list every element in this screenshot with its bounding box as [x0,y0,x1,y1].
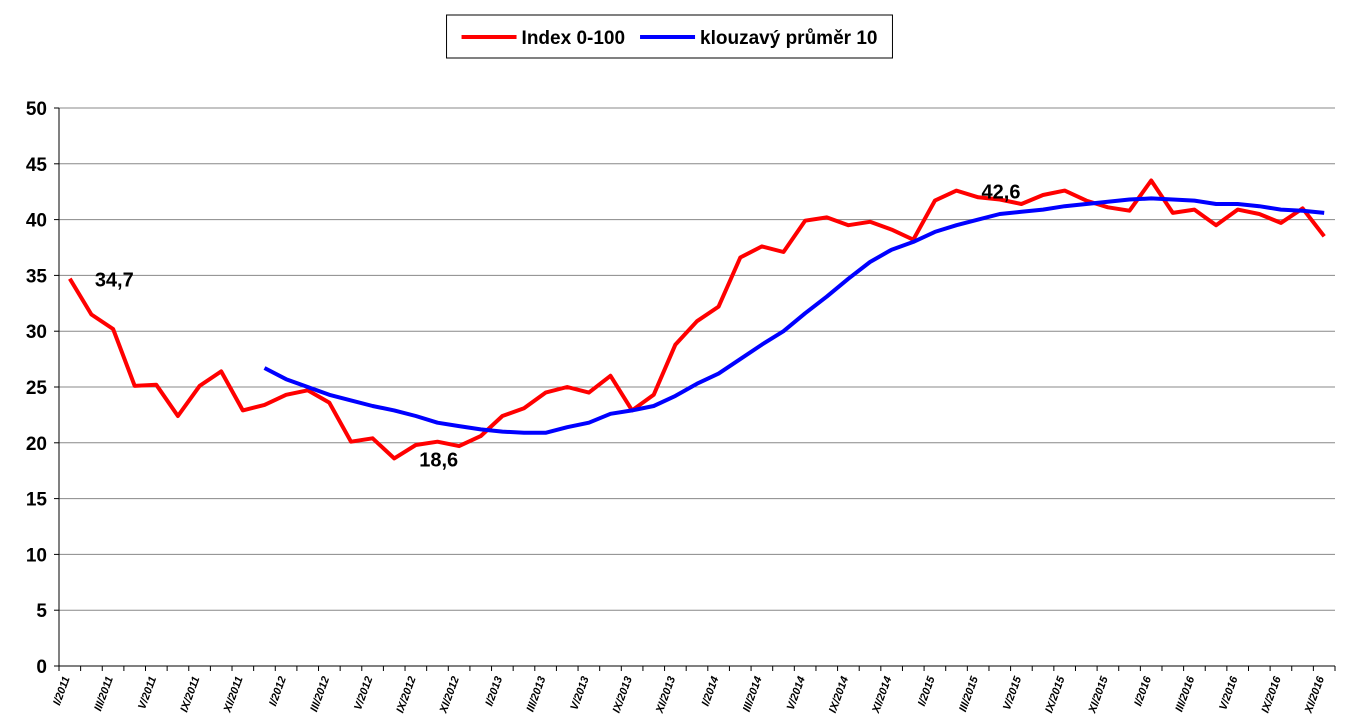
legend-label: Index 0-100 [522,28,626,49]
y-tick-label: 40 [26,211,47,232]
data-label: 42,6 [982,182,1021,204]
data-label: 34,7 [95,270,134,292]
x-tick-label: XI/2012 [437,675,462,716]
y-tick-label: 25 [26,378,48,399]
x-tick-label: XI/2015 [1086,674,1111,716]
x-tick-label: IX/2015 [1043,674,1068,715]
x-tick-label: I/2015 [916,674,938,708]
x-tick-label: V/2015 [1001,674,1025,712]
y-tick-label: 10 [26,545,47,566]
x-tick-label: V/2013 [568,675,591,712]
x-tick-label: III/2015 [957,674,981,713]
legend: Index 0-100 klouzavý průměr 10 [446,14,893,59]
y-tick-label: 30 [26,322,47,343]
data-label: 18,6 [419,449,458,471]
y-tick-label: 35 [26,266,48,287]
x-tick-label: IX/2014 [827,675,851,715]
x-tick-label: I/2016 [1132,674,1154,708]
y-tick-label: 15 [26,490,48,511]
series-line [68,178,1326,461]
x-tick-label: V/2014 [785,675,808,712]
x-tick-label: V/2011 [136,675,159,711]
x-tick-label: III/2016 [1173,674,1197,713]
x-tick-label: I/2014 [700,675,722,708]
x-tick-label: IX/2011 [178,675,202,714]
y-tick-label: 45 [26,155,48,176]
x-tick-label: XI/2011 [221,675,245,715]
x-tick-label: V/2012 [352,675,375,712]
x-tick-label: IX/2016 [1260,674,1285,715]
x-tick-label: III/2012 [308,675,332,714]
x-tick-label: III/2011 [92,675,116,713]
x-tick-label: XI/2016 [1302,674,1327,716]
y-tick-label: 0 [36,657,47,678]
x-tick-label: III/2013 [525,675,549,714]
x-tick-label: I/2011 [51,675,72,707]
x-tick-label: I/2012 [267,675,289,708]
legend-label: klouzavý průměr 10 [700,28,877,49]
x-tick-label: XI/2014 [870,675,895,716]
x-tick-label: XI/2013 [654,675,679,716]
x-tick-label: V/2016 [1217,674,1241,712]
x-tick-label: IX/2012 [394,675,418,715]
x-tick-label: I/2013 [483,675,505,708]
x-tick-label: IX/2013 [611,675,635,715]
y-tick-label: 20 [26,434,47,455]
x-tick-label: III/2014 [741,675,765,714]
series-line [263,196,1325,435]
y-tick-label: 5 [36,601,47,622]
y-tick-label: 50 [26,99,47,120]
